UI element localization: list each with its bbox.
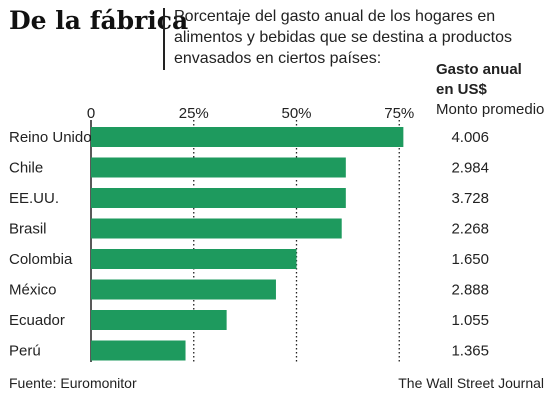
amount-label: 3.728 — [451, 190, 489, 207]
chart-subtitle: Porcentaje del gasto anual de los hogare… — [174, 8, 512, 67]
category-label: México — [9, 282, 57, 299]
amount-label-layer: 4.006 2.984 3.728 2.268 1.650 2.888 1.055 1.365 — [451, 129, 489, 360]
amount-label: 2.268 — [451, 221, 489, 238]
amount-label: 1.365 — [451, 343, 489, 360]
bar — [91, 279, 276, 300]
bar — [91, 249, 297, 269]
category-label: Ecuador — [9, 312, 65, 329]
category-label: Reino Unido — [9, 129, 92, 146]
category-label: Brasil — [9, 221, 47, 238]
category-label: Chile — [9, 160, 43, 177]
bar-layer — [91, 127, 404, 361]
category-label: Colombia — [9, 251, 73, 268]
bar — [91, 340, 186, 361]
bar — [91, 157, 346, 178]
category-label-layer: Reino Unido Chile EE.UU. Brasil Colombia Méxi… — [9, 129, 92, 360]
x-tick-label: 0 — [87, 105, 95, 122]
bar — [91, 310, 227, 330]
category-label: EE.UU. — [9, 190, 59, 207]
x-tick-label: 75% — [384, 105, 414, 122]
amount-header-line2: en US$ — [436, 81, 487, 98]
source-note: Fuente: Euromonitor — [9, 375, 137, 391]
category-label: Perú — [9, 343, 41, 360]
amount-header-line3: Monto promedio — [436, 101, 545, 118]
bar — [91, 188, 346, 208]
credit-note: The Wall Street Journal — [398, 375, 544, 391]
amount-header-line1: Gasto anual — [436, 61, 522, 78]
title-divider — [163, 8, 165, 70]
bar — [91, 218, 342, 239]
amount-label: 2.984 — [451, 160, 489, 177]
tick-layer: 0 25% 50% 75% — [87, 105, 414, 122]
bar — [91, 127, 404, 147]
amount-column-header: Gasto anual en US$ Monto promedio — [436, 60, 556, 120]
x-tick-label: 25% — [179, 105, 209, 122]
x-tick-label: 50% — [281, 105, 311, 122]
amount-label: 1.650 — [451, 251, 489, 268]
amount-label: 1.055 — [451, 312, 489, 329]
chart-title: De la fábrica — [9, 6, 189, 35]
amount-label: 4.006 — [451, 129, 489, 146]
amount-label: 2.888 — [451, 282, 489, 299]
